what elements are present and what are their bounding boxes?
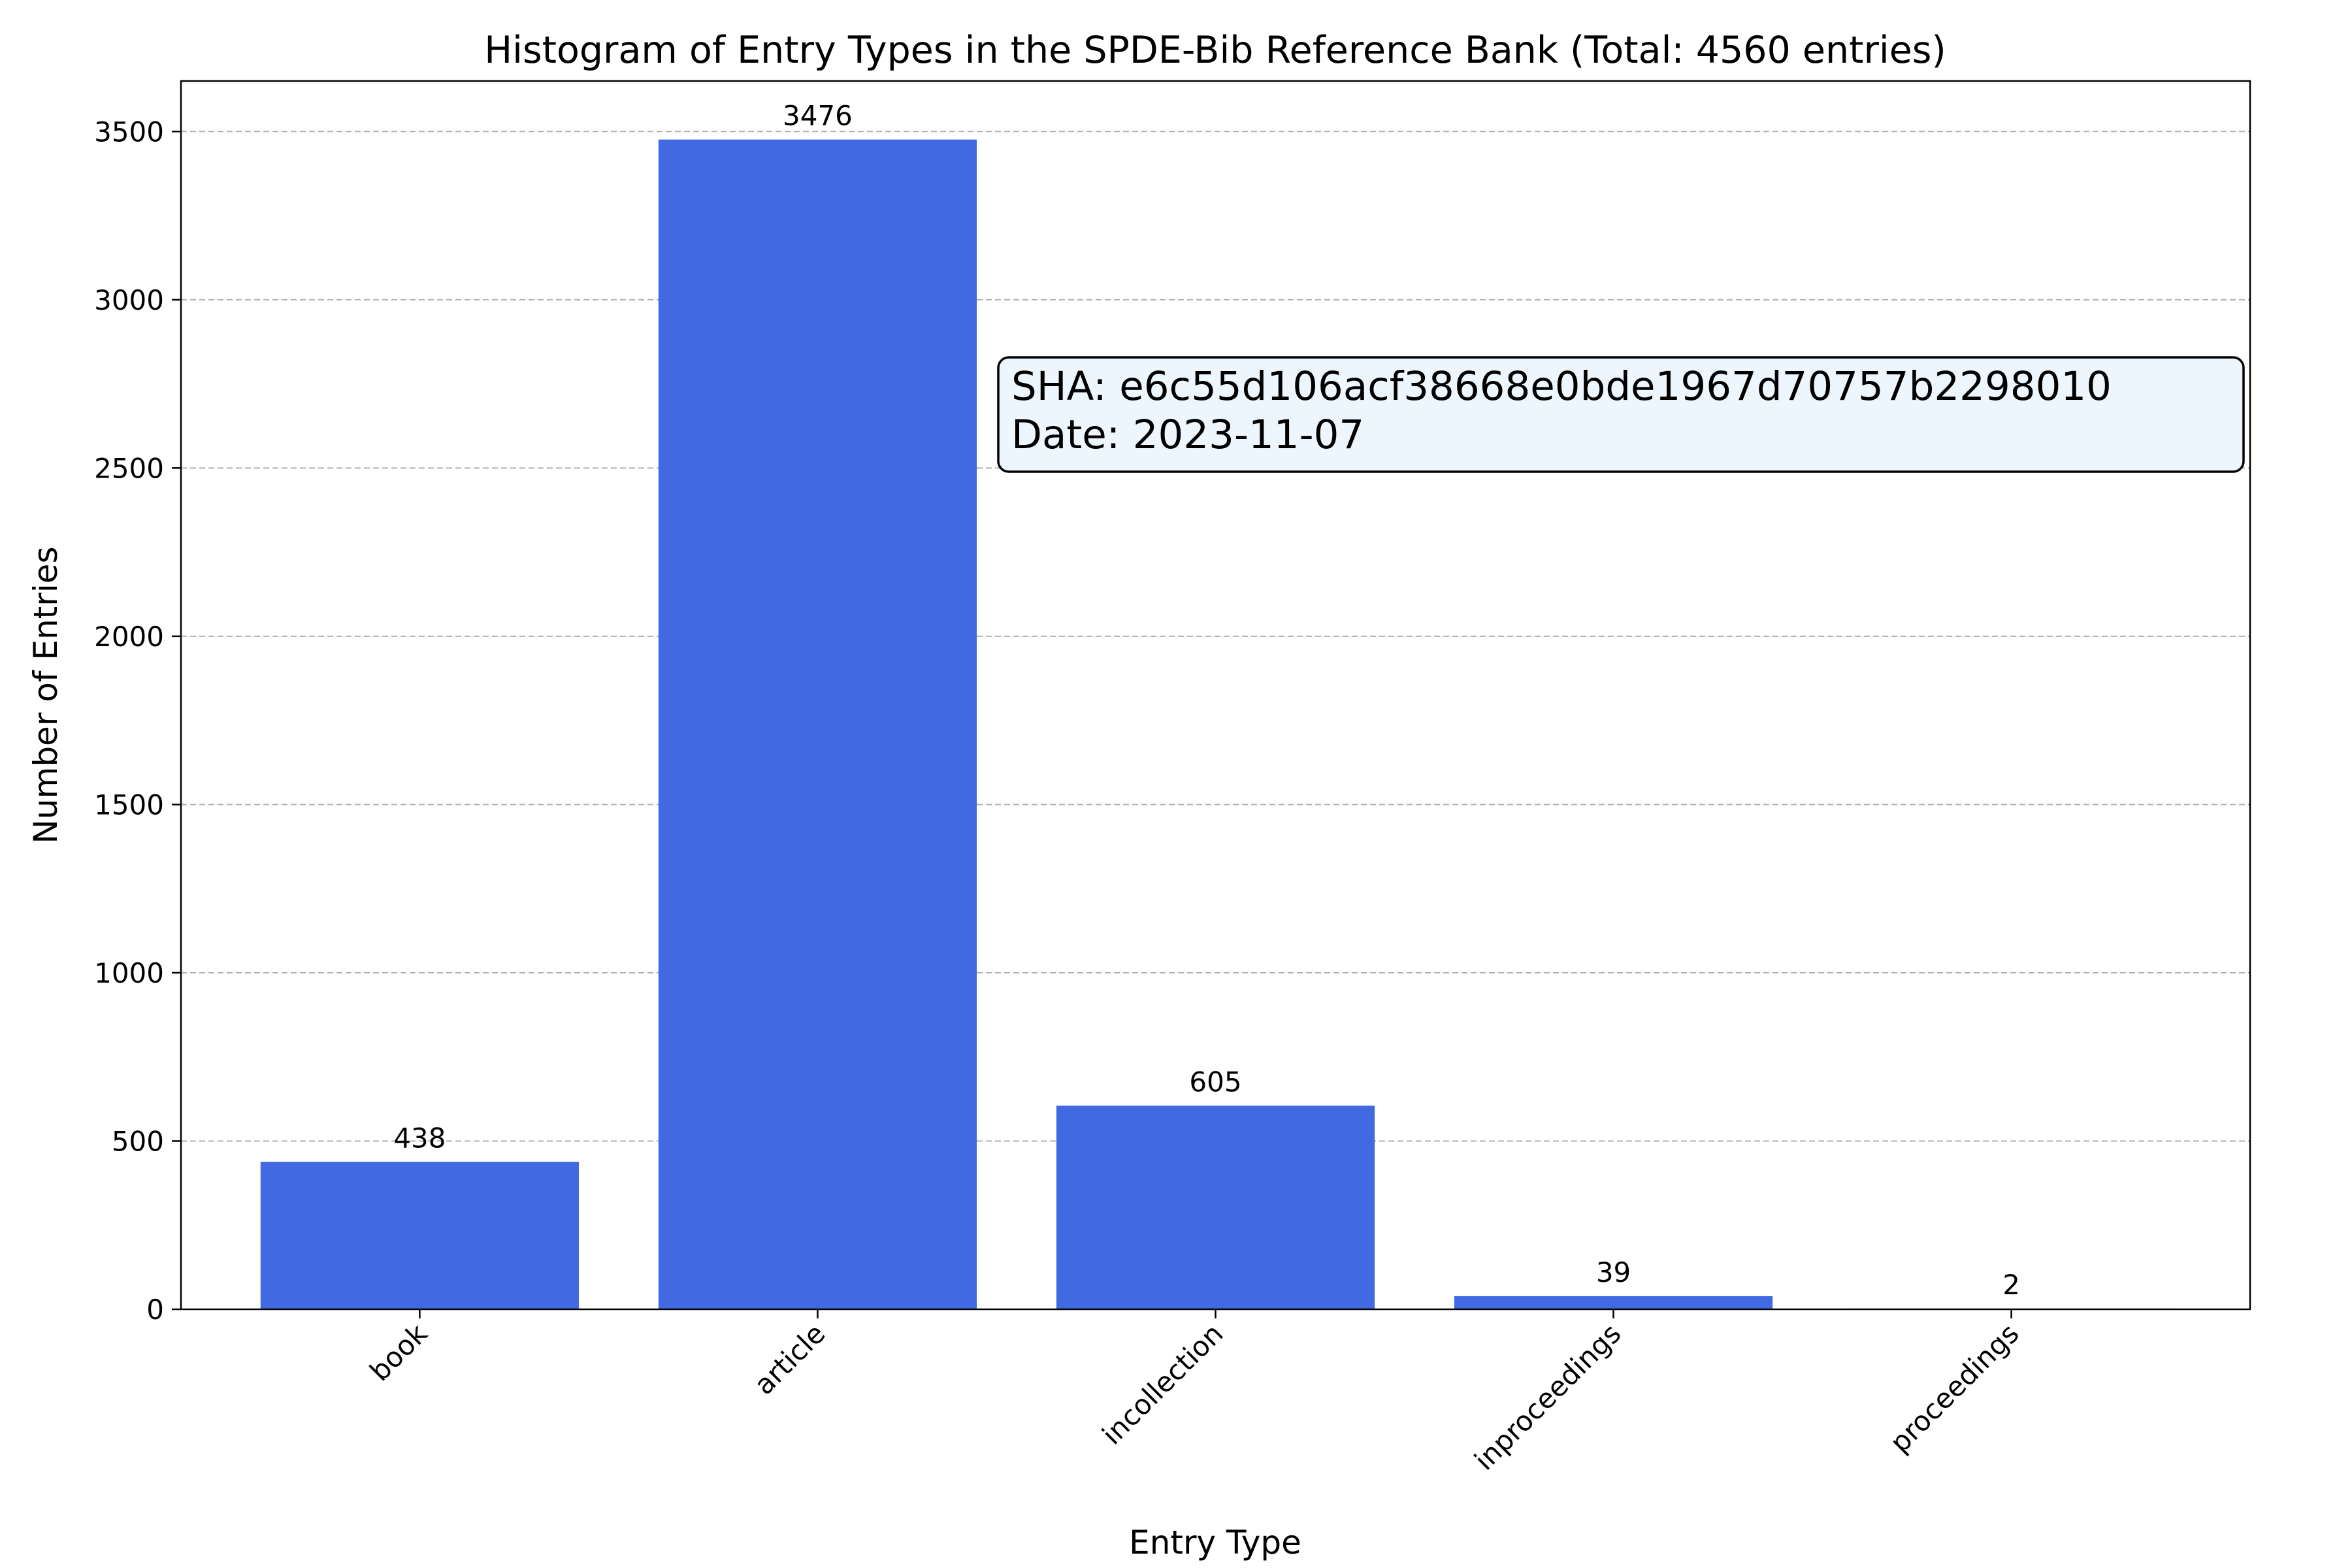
y-tick-label: 2500 bbox=[94, 452, 164, 484]
x-axis-label: Entry Type bbox=[1129, 1524, 1301, 1561]
bar-value-labels: 438 3476 605 39 2 bbox=[393, 100, 2020, 1301]
bar-value-label-inproceedings: 39 bbox=[1596, 1256, 1631, 1288]
y-tick-label: 0 bbox=[146, 1294, 164, 1326]
y-tick-label: 2000 bbox=[94, 621, 164, 653]
chart-title: Histogram of Entry Types in the SPDE-Bib… bbox=[484, 29, 1946, 72]
y-axis-label: Number of Entries bbox=[27, 547, 65, 844]
annotation-box bbox=[997, 356, 2245, 473]
bars bbox=[260, 139, 2171, 1309]
bar-article bbox=[658, 139, 977, 1309]
bar-book bbox=[260, 1162, 580, 1309]
y-tick-label: 500 bbox=[112, 1125, 164, 1157]
bar-value-label-incollection: 605 bbox=[1189, 1066, 1241, 1098]
bar-value-label-book: 438 bbox=[393, 1122, 446, 1154]
y-tick-label: 3000 bbox=[94, 284, 164, 316]
bar-inproceedings bbox=[1454, 1296, 1773, 1309]
bar-value-label-article: 3476 bbox=[783, 100, 853, 132]
y-axis: 0 500 1000 1500 2000 2500 3000 3500 bbox=[94, 116, 181, 1326]
bar-value-label-proceedings: 2 bbox=[2002, 1269, 2020, 1301]
y-tick-label: 3500 bbox=[94, 116, 164, 148]
y-tick-label: 1500 bbox=[94, 789, 164, 821]
bar-incollection bbox=[1056, 1105, 1375, 1309]
y-tick-label: 1000 bbox=[94, 957, 164, 989]
annotation-date-line: Date: 2023-11-07 bbox=[1011, 412, 1364, 458]
sha-date-annotation: SHA: e6c55d106acf38668e0bde1967d70757b22… bbox=[997, 356, 2245, 473]
annotation-sha-line: SHA: e6c55d106acf38668e0bde1967d70757b22… bbox=[1011, 363, 2112, 410]
